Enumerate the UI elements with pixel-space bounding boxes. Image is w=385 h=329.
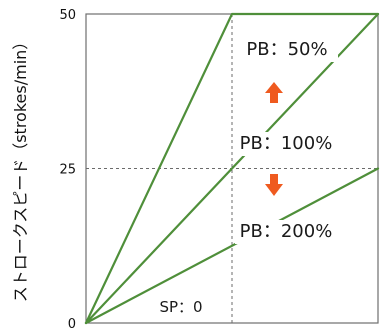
arrow-down-icon <box>265 174 283 196</box>
series-line-2 <box>84 12 380 325</box>
series-line-3 <box>84 167 380 325</box>
label-sp0-bg <box>153 295 209 319</box>
y-axis-label: ストロークスピード（strokes/min） <box>11 34 30 303</box>
plot-layer <box>84 12 380 325</box>
label-pb50: PB：50% <box>246 39 327 60</box>
y-tick-25: 25 <box>59 163 76 178</box>
text-layer: 50 25 0 ストロークスピード（strokes/min） PB：50% PB：100%… <box>11 8 338 329</box>
y-tick-50: 50 <box>59 8 76 23</box>
label-pb50-bg <box>236 38 338 62</box>
y-tick-0: 0 <box>68 317 76 329</box>
label-pb100-bg <box>235 132 337 156</box>
label-sp0: SP：0 <box>159 298 202 316</box>
series-line-1 <box>84 12 380 325</box>
label-pb200-bg <box>235 220 337 244</box>
arrow-up-icon <box>265 82 283 103</box>
label-pb100: PB：100% <box>240 133 333 154</box>
label-pb200: PB：200% <box>240 221 333 242</box>
